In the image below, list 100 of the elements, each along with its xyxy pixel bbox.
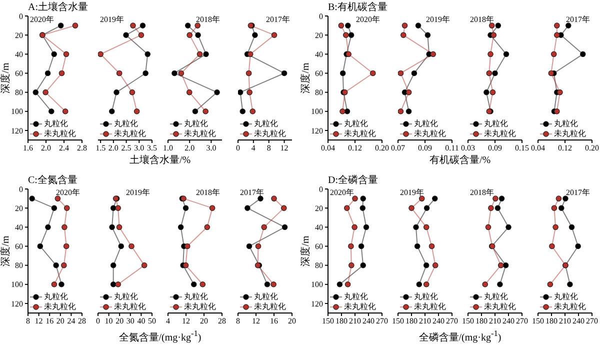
x-axis-title: 有机碳含量/% — [428, 154, 492, 167]
x-tick-label: 0.07 — [391, 144, 405, 153]
y-tick-label: 80 — [15, 261, 23, 270]
legend-label: 未丸粒化 — [344, 129, 376, 139]
legend-label: 未丸粒化 — [254, 302, 286, 312]
y-tick-label: 60 — [15, 69, 23, 78]
chart-title: D:全磷含量 — [328, 174, 378, 187]
legend-label: 未丸粒化 — [114, 302, 146, 312]
y-axis-title: 深度/m — [300, 236, 312, 266]
x-tick-label: 0.04 — [321, 144, 335, 153]
x-tick-label: 16 — [46, 316, 54, 326]
x-tick-label: 20 — [200, 316, 208, 326]
x-tick-label: 210 — [559, 316, 571, 326]
x-tick-label: 24 — [67, 316, 76, 326]
legend-label: 丸粒化 — [114, 119, 138, 129]
y-tick-label: 40 — [315, 222, 323, 232]
x-tick-label: 2.5 — [121, 144, 132, 153]
annotation: 2019年 — [426, 15, 450, 24]
y-tick-label: 120 — [11, 126, 23, 136]
x-tick-label: 12 — [182, 316, 190, 326]
annotation: 2018年 — [196, 188, 220, 197]
x-tick-label: 0.09 — [418, 144, 432, 153]
x-axis-title: 全磷含量/(mg·kg$^{-1}$) — [418, 328, 502, 344]
y-tick-label: 100 — [11, 107, 23, 116]
x-tick-label: 0 — [236, 144, 240, 153]
x-tick-label: 12 — [280, 144, 288, 153]
x-tick-label: 20 — [288, 316, 296, 326]
x-tick-label: 1.5 — [96, 144, 106, 153]
x-tick-label: 1.6 — [23, 144, 33, 153]
y-tick-label: 40 — [315, 50, 323, 59]
x-tick-label: 16 — [270, 316, 278, 326]
y-tick-label: 20 — [15, 30, 23, 40]
legend-label: 丸粒化 — [484, 119, 508, 129]
y-tick-label: 100 — [11, 280, 23, 290]
legend-label: 未丸粒化 — [554, 302, 586, 312]
annotation: 2017年 — [240, 188, 264, 197]
x-tick-label: 50 — [148, 316, 156, 326]
legend-label: 未丸粒化 — [114, 129, 146, 139]
legend-label: 未丸粒化 — [344, 302, 376, 312]
annotation: 2018年 — [470, 15, 494, 24]
x-tick-label: 2.0 — [108, 144, 118, 153]
legend-label: 丸粒化 — [184, 292, 208, 302]
legend-label: 丸粒化 — [484, 292, 508, 302]
legend-label: 丸粒化 — [254, 292, 278, 302]
y-tick-label: 0 — [19, 184, 23, 194]
legend-label: 丸粒化 — [344, 119, 368, 129]
x-tick-label: 180 — [336, 316, 348, 326]
y-tick-label: 120 — [311, 126, 323, 136]
y-tick-label: 60 — [315, 242, 323, 252]
y-tick-label: 40 — [15, 222, 23, 232]
legend-label: 丸粒化 — [44, 292, 68, 302]
legend-label: 丸粒化 — [44, 119, 68, 129]
x-tick-label: 270 — [446, 316, 458, 326]
y-axis-title: 深度/m — [300, 62, 312, 94]
x-tick-label: 270 — [586, 316, 598, 326]
annotation: 2020年 — [56, 188, 80, 197]
annotation: 2018年 — [470, 188, 494, 197]
x-tick-label: 0.04 — [531, 144, 545, 153]
x-tick-label: 180 — [406, 316, 418, 326]
x-tick-label: 0 — [96, 316, 100, 326]
x-tick-label: 30 — [126, 316, 134, 326]
x-tick-label: 2.4 — [59, 144, 69, 153]
x-tick-label: 0.11 — [445, 144, 459, 153]
y-tick-label: 120 — [311, 299, 323, 308]
x-tick-label: 28 — [218, 316, 226, 326]
x-tick-label: 150 — [322, 316, 334, 326]
x-tick-label: 180 — [546, 316, 558, 326]
y-tick-label: 80 — [315, 261, 323, 270]
y-tick-label: 120 — [11, 299, 23, 308]
x-tick-label: 12 — [34, 316, 43, 326]
annotation: 2019年 — [100, 15, 124, 24]
legend-label: 丸粒化 — [114, 292, 138, 302]
x-tick-label: 20 — [116, 316, 124, 326]
legend-label: 丸粒化 — [414, 119, 438, 129]
x-tick-label: 2.0 — [41, 144, 51, 153]
legend-label: 未丸粒化 — [44, 129, 76, 139]
x-tick-label: 150 — [532, 316, 544, 326]
legend-label: 未丸粒化 — [414, 129, 446, 139]
chart-title: B:有机碳含量 — [328, 1, 388, 14]
x-tick-label: 20 — [56, 316, 64, 326]
legend-label: 未丸粒化 — [184, 302, 216, 312]
x-tick-label: 0.20 — [375, 144, 389, 153]
annotation: 2017年 — [566, 188, 590, 197]
x-tick-label: 8 — [236, 316, 240, 326]
x-tick-label: 0.12 — [348, 144, 362, 153]
x-tick-label: 8 — [26, 316, 30, 326]
chart-title: C:全氮含量 — [28, 174, 78, 187]
x-tick-label: 0.09 — [488, 144, 502, 153]
legend-label: 未丸粒化 — [414, 302, 446, 312]
chart-title: A:土壤含水量 — [28, 1, 88, 14]
x-tick-label: 8 — [266, 144, 271, 153]
y-axis-title: 深度/m — [0, 236, 12, 266]
annotation: 2017年 — [266, 15, 290, 24]
x-tick-label: 3.0 — [206, 144, 216, 153]
x-tick-label: 28 — [78, 316, 86, 326]
x-tick-label: 240 — [432, 316, 444, 326]
x-tick-label: 210 — [349, 316, 361, 326]
y-axis-title: 深度/m — [0, 62, 12, 94]
y-tick-label: 0 — [319, 12, 323, 21]
x-tick-label: 270 — [376, 316, 388, 326]
